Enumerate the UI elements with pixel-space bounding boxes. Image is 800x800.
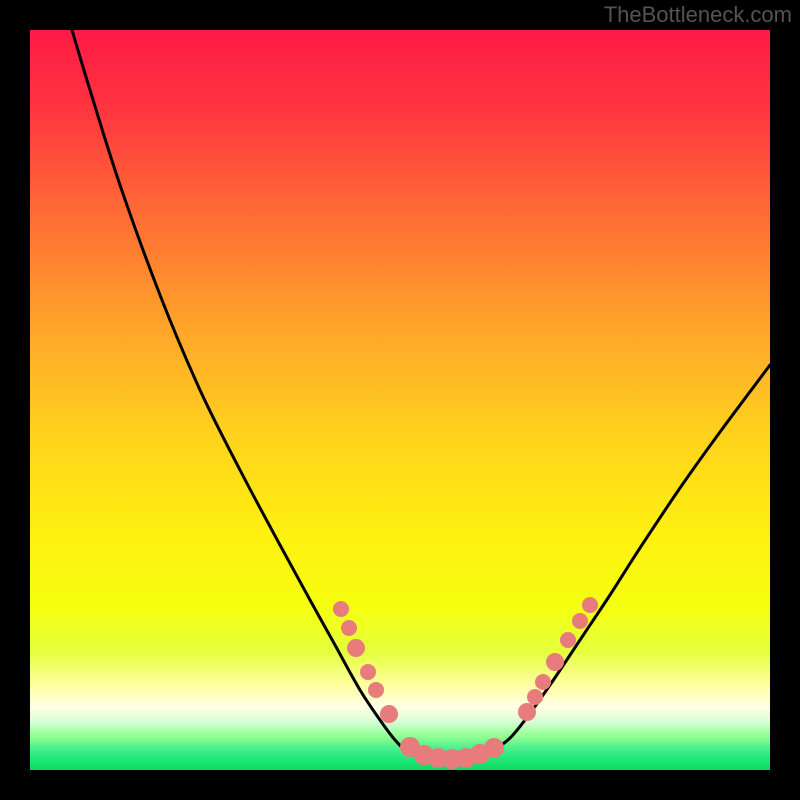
data-marker [527, 689, 543, 705]
data-marker [535, 674, 551, 690]
chart-container: TheBottleneck.com [0, 0, 800, 800]
gradient-background [30, 30, 770, 770]
data-marker [341, 620, 357, 636]
data-marker [546, 653, 564, 671]
data-marker [368, 682, 384, 698]
border-right [770, 0, 800, 800]
data-marker [380, 705, 398, 723]
data-marker [360, 664, 376, 680]
data-marker [582, 597, 598, 613]
data-marker [518, 703, 536, 721]
bottleneck-chart [0, 0, 800, 800]
data-marker [333, 601, 349, 617]
data-marker [347, 639, 365, 657]
data-marker [560, 632, 576, 648]
data-marker [484, 738, 504, 758]
border-bottom [0, 770, 800, 800]
watermark-text: TheBottleneck.com [604, 2, 792, 28]
data-marker [572, 613, 588, 629]
border-left [0, 0, 30, 800]
